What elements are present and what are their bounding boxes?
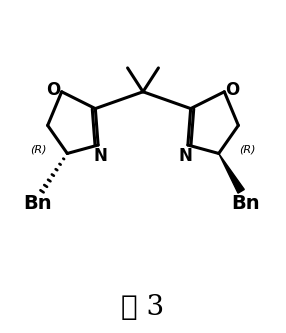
Text: N: N xyxy=(179,147,192,165)
Text: O: O xyxy=(46,81,60,99)
Text: N: N xyxy=(94,147,107,165)
Text: (R): (R) xyxy=(30,144,47,154)
Text: O: O xyxy=(226,81,240,99)
Text: Bn: Bn xyxy=(231,194,260,213)
Text: Bn: Bn xyxy=(23,194,52,213)
Text: (R): (R) xyxy=(239,144,256,154)
Polygon shape xyxy=(219,154,244,193)
Text: 式 3: 式 3 xyxy=(122,294,164,321)
